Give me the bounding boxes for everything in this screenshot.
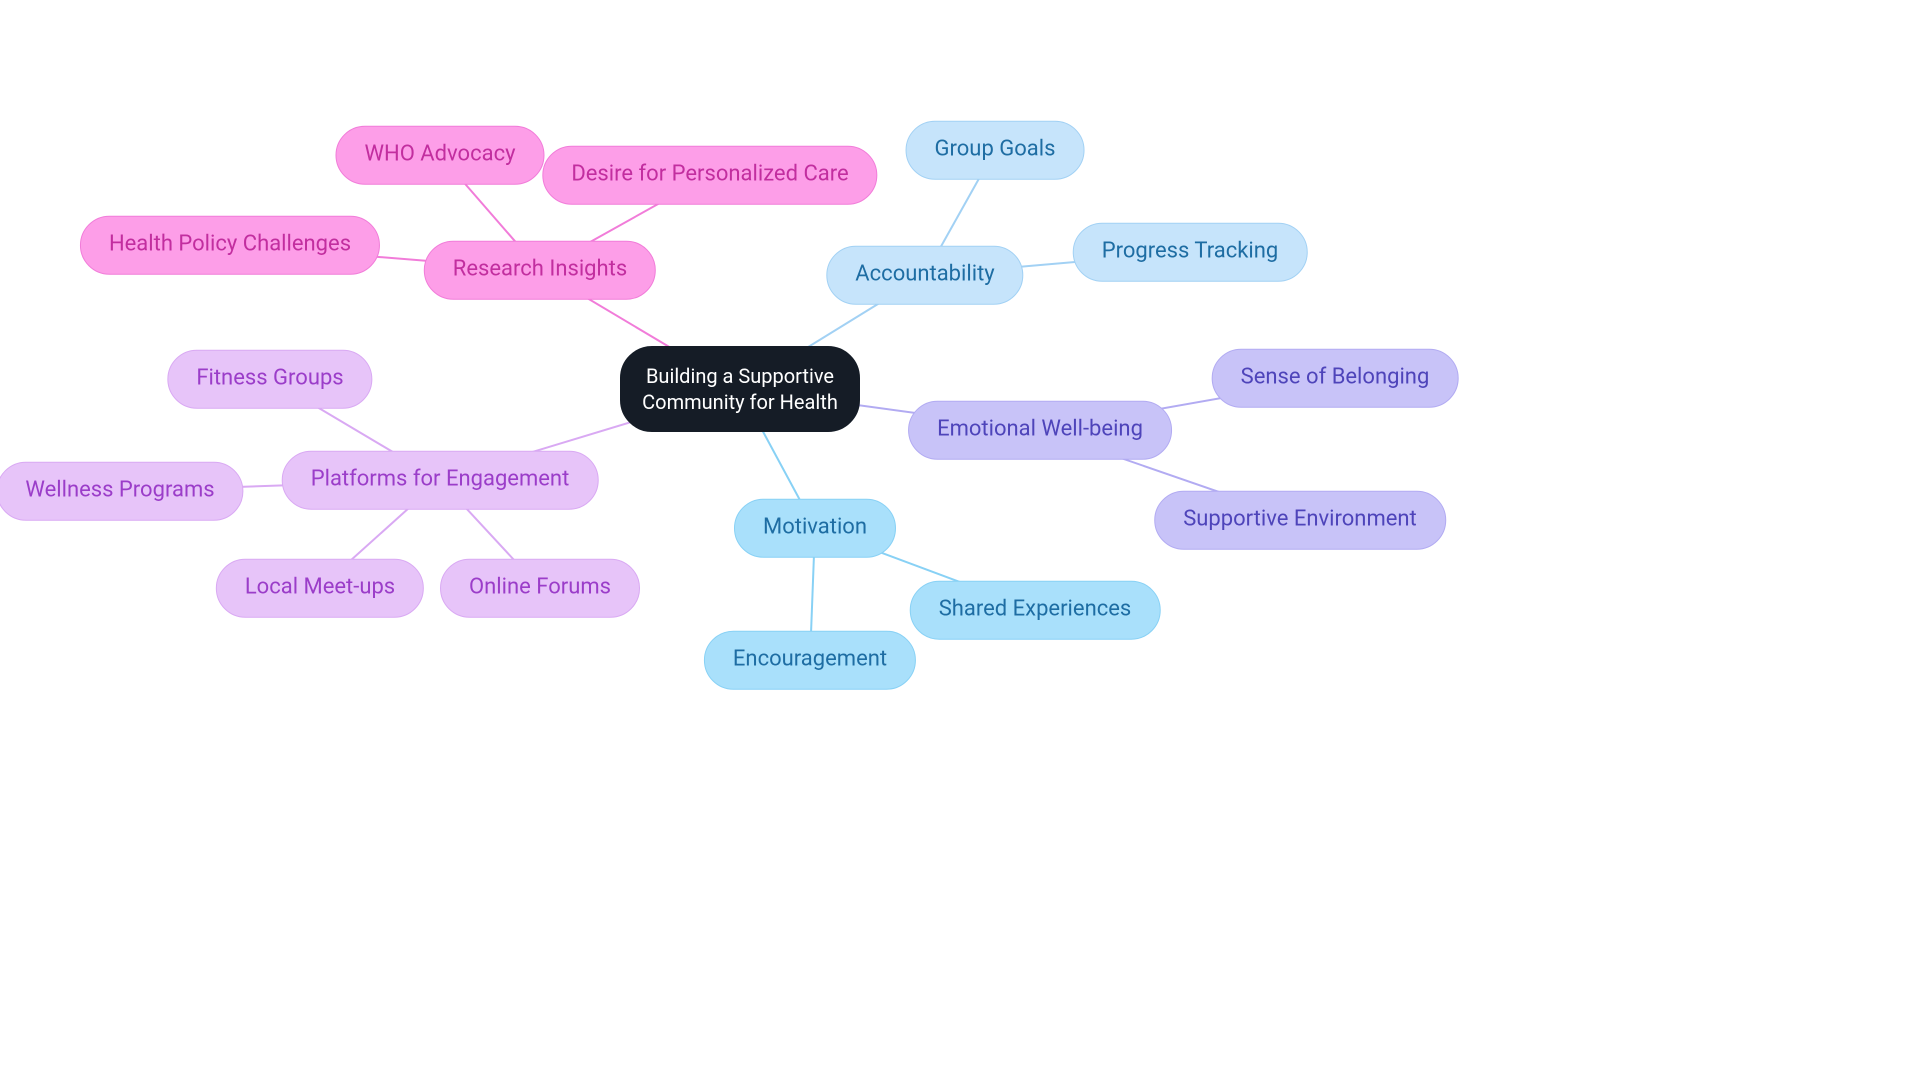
node-who: WHO Advocacy bbox=[335, 126, 544, 185]
node-label: Progress Tracking bbox=[1102, 238, 1279, 267]
node-motivation: Motivation bbox=[734, 499, 896, 558]
node-label: Encouragement bbox=[733, 646, 887, 675]
node-label: Shared Experiences bbox=[939, 596, 1132, 625]
node-supportive: Supportive Environment bbox=[1154, 491, 1446, 550]
node-policy: Health Policy Challenges bbox=[80, 216, 380, 275]
node-label: Sense of Belonging bbox=[1241, 364, 1430, 393]
node-center: Building a Supportive Community for Heal… bbox=[620, 346, 860, 432]
node-local: Local Meet-ups bbox=[216, 559, 424, 618]
node-label: Emotional Well-being bbox=[937, 416, 1143, 445]
node-online: Online Forums bbox=[440, 559, 640, 618]
node-accountability: Accountability bbox=[826, 246, 1023, 305]
node-label: WHO Advocacy bbox=[364, 141, 515, 170]
node-label: Desire for Personalized Care bbox=[571, 161, 848, 190]
node-research: Research Insights bbox=[424, 241, 656, 300]
node-desire: Desire for Personalized Care bbox=[542, 146, 877, 205]
node-shared: Shared Experiences bbox=[910, 581, 1161, 640]
node-label: Motivation bbox=[763, 514, 867, 543]
node-label: Local Meet-ups bbox=[245, 574, 395, 603]
node-encouragement: Encouragement bbox=[704, 631, 916, 690]
node-fitness: Fitness Groups bbox=[167, 350, 372, 409]
node-label: Fitness Groups bbox=[196, 365, 343, 394]
node-belonging: Sense of Belonging bbox=[1212, 349, 1459, 408]
node-groupgoals: Group Goals bbox=[906, 121, 1085, 180]
node-label: Research Insights bbox=[453, 256, 627, 285]
node-wellness: Wellness Programs bbox=[0, 462, 244, 521]
node-label: Health Policy Challenges bbox=[109, 231, 351, 260]
node-progress: Progress Tracking bbox=[1073, 223, 1308, 282]
node-label: Supportive Environment bbox=[1183, 506, 1417, 535]
node-emotional: Emotional Well-being bbox=[908, 401, 1172, 460]
node-label: Building a Supportive Community for Heal… bbox=[641, 363, 839, 415]
node-label: Group Goals bbox=[935, 136, 1056, 165]
mindmap-canvas: WHO Advocacy Desire for Personalized Care… bbox=[0, 0, 1920, 1083]
node-label: Wellness Programs bbox=[25, 477, 214, 506]
node-label: Accountability bbox=[855, 261, 994, 290]
node-label: Online Forums bbox=[469, 574, 611, 603]
node-platforms: Platforms for Engagement bbox=[282, 451, 599, 510]
node-label: Platforms for Engagement bbox=[311, 466, 570, 495]
